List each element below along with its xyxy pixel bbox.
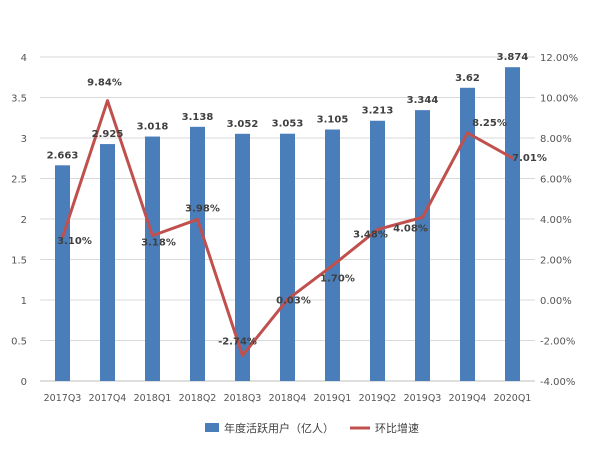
line-point	[376, 228, 379, 232]
category-tick-label: 2019Q2	[359, 393, 397, 404]
bar-data-label: 3.874	[497, 52, 529, 63]
right-axis-tick-label: -2.00%	[540, 337, 575, 348]
right-axis: -4.00% -2.00% 0.00% 2.00% 4.00% 6.00% 8.00% 10.…	[540, 53, 578, 388]
right-axis-tick-label: -4.00%	[540, 377, 575, 388]
category-tick-label: 2019Q3	[404, 393, 442, 404]
line-point	[511, 156, 514, 160]
bar-data-label: 3.105	[317, 114, 349, 125]
left-axis-tick-label: 3	[21, 134, 27, 145]
category-tick-label: 2017Q3	[44, 393, 82, 404]
category-tick-label: 2018Q1	[134, 393, 172, 404]
left-axis-tick-label: 0.5	[11, 337, 27, 348]
bar-data-label: 2.925	[92, 129, 124, 140]
right-axis-tick-label: 2.00%	[540, 256, 572, 267]
right-axis-tick-label: 8.00%	[540, 134, 572, 145]
line-point	[106, 99, 109, 103]
bar	[190, 126, 205, 382]
bar	[100, 144, 115, 381]
category-tick-label: 2020Q1	[494, 393, 532, 404]
category-tick-label: 2019Q1	[314, 393, 352, 404]
bar	[55, 165, 70, 381]
left-axis-tick-label: 1.5	[11, 256, 27, 267]
bar-data-label: 3.62	[455, 73, 480, 84]
bar-data-label: 3.018	[137, 122, 169, 133]
line-point	[286, 297, 289, 301]
line-data-label: 8.25%	[472, 118, 507, 129]
line-data-label: 3.48%	[353, 230, 388, 241]
bar	[415, 110, 430, 382]
bar-data-label: 3.053	[272, 119, 304, 130]
left-axis-tick-label: 0	[21, 377, 27, 388]
category-axis: 2017Q3 2017Q4 2018Q1 2018Q2 2018Q3 2018Q4 2019…	[44, 393, 532, 404]
legend-bar-swatch	[205, 423, 219, 432]
left-axis-tick-label: 2	[21, 215, 27, 226]
line-point	[61, 235, 64, 239]
line-series	[61, 99, 514, 357]
bar-data-label: 3.138	[182, 112, 214, 123]
line-data-label: 0.03%	[276, 295, 311, 306]
line-data-label: 3.18%	[141, 238, 176, 249]
right-axis-tick-label: 0.00%	[540, 296, 572, 307]
line-data-label: -2.74%	[218, 336, 257, 347]
line-data-label: 3.98%	[185, 203, 220, 214]
line-data-label: 3.10%	[57, 236, 92, 247]
category-tick-label: 2018Q4	[269, 393, 307, 404]
bar-data-label: 3.344	[407, 95, 439, 106]
bar	[145, 136, 160, 381]
right-axis-tick-label: 12.00%	[540, 53, 578, 64]
left-axis-tick-label: 1	[21, 296, 27, 307]
bar	[460, 87, 475, 381]
line-point	[241, 353, 244, 357]
right-axis-tick-label: 6.00%	[540, 175, 572, 186]
legend: 年度活跃用户（亿人） 环比增速	[205, 421, 419, 435]
left-axis-tick-label: 2.5	[11, 175, 27, 186]
category-tick-label: 2019Q4	[449, 393, 487, 404]
right-axis-tick-label: 4.00%	[540, 215, 572, 226]
left-axis: 0 0.5 1 1.5 2 2.5 3 3.5 4	[11, 53, 27, 388]
category-tick-label: 2018Q2	[179, 393, 217, 404]
line-point	[196, 217, 199, 221]
line-data-label: 9.84%	[87, 78, 122, 89]
bar	[505, 67, 520, 382]
bar-data-label: 2.663	[47, 150, 79, 161]
line-data-label: 4.08%	[393, 223, 428, 234]
legend-bar-label: 年度活跃用户（亿人）	[224, 421, 334, 435]
line-data-label: 1.70%	[320, 274, 355, 285]
line-point	[331, 264, 334, 268]
line-point	[421, 215, 424, 219]
right-axis-tick-label: 10.00%	[540, 94, 578, 105]
line-point	[466, 131, 469, 135]
line-data-label: 7.01%	[512, 153, 547, 164]
bar	[325, 129, 340, 381]
bar	[370, 120, 385, 381]
left-axis-tick-label: 3.5	[11, 94, 27, 105]
category-tick-label: 2018Q3	[224, 393, 262, 404]
legend-line-label: 环比增速	[375, 421, 419, 435]
line-data-labels: 3.10% 9.84% 3.18% 3.98% -2.74% 0.03% 1.70% 3.48…	[57, 78, 547, 348]
bar-data-label: 3.213	[362, 106, 394, 117]
bar-series	[55, 67, 520, 382]
left-axis-tick-label: 4	[21, 53, 27, 64]
category-tick-label: 2017Q4	[89, 393, 127, 404]
bar-data-label: 3.052	[227, 119, 259, 130]
bar	[280, 133, 295, 381]
bar	[235, 133, 250, 381]
bar-data-labels: 2.663 2.925 3.018 3.138 3.052 3.053 3.105 3.213…	[47, 52, 529, 161]
line-point	[151, 234, 154, 238]
